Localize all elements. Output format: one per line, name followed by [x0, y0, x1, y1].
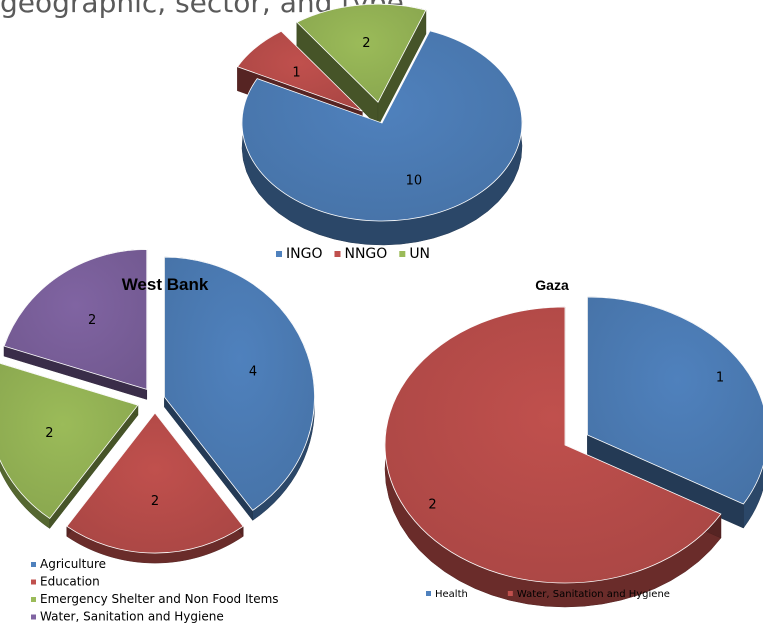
legend-item-agriculture: Agriculture — [31, 557, 106, 571]
data-label-nngo: 1 — [292, 65, 300, 80]
legend: Agriculture Education Emergency Shelter an… — [31, 557, 279, 624]
legend-item-water-sanitation-and-hygiene: Water, Sanitation and Hygiene — [507, 589, 670, 600]
legend-item-health: Health — [426, 589, 468, 600]
data-label-emergency-shelter-and-non-food-items: 2 — [45, 426, 53, 441]
data-label-agriculture: 4 — [249, 364, 257, 379]
pie-chart-3: 1 2 Gaza Health Water, Sanitation and Hygien… — [384, 277, 763, 608]
legend-swatch — [31, 562, 36, 567]
pie-slice-education — [66, 412, 244, 554]
legend-label: Water, Sanitation and Hygiene — [517, 589, 670, 600]
legend-label: Health — [435, 589, 468, 600]
legend-swatch — [31, 597, 36, 602]
legend-label: Agriculture — [40, 557, 106, 571]
legend-swatch — [426, 591, 431, 596]
legend-item-emergency-shelter-and-non-food-items: Emergency Shelter and Non Food Items — [31, 592, 279, 606]
chart-title: West Bank — [122, 275, 209, 294]
header-text: geographic, sector, and type — [0, 0, 404, 19]
data-label-health: 1 — [716, 370, 724, 385]
pie-slice-nngo — [236, 30, 363, 112]
data-label-water-sanitation-and-hygiene: 2 — [428, 498, 436, 513]
legend-swatch — [399, 251, 406, 257]
pie-slice-ingo — [241, 30, 523, 222]
pie-slice-emergency-shelter-and-non-food-items — [0, 362, 139, 519]
pie-slice-water-sanitation-and-hygiene — [384, 306, 722, 584]
legend-item-education: Education — [31, 575, 100, 589]
chart-title: Gaza — [535, 277, 569, 293]
legend-swatch — [31, 614, 36, 620]
legend-label: Education — [40, 575, 100, 589]
legend-swatch — [507, 591, 513, 596]
legend-label: Emergency Shelter and Non Food Items — [40, 592, 279, 606]
data-label-water-sanitation-and-hygiene: 2 — [88, 313, 96, 328]
pie-chart-2: 4 2 2 2 West Bank Agriculture Education Emergen… — [0, 249, 315, 624]
data-label-education: 2 — [151, 494, 159, 509]
pie-slice-water-sanitation-and-hygiene — [3, 249, 148, 390]
pie-slice-health — [587, 296, 763, 505]
pie-chart-1: 10 1 2 INGO NNGO UN — [236, 3, 523, 262]
legend-item-water-sanitation-and-hygiene: Water, Sanitation and Hygiene — [31, 610, 224, 624]
legend-swatch — [276, 251, 282, 257]
legend-label: INGO — [286, 246, 322, 262]
data-label-un: 2 — [362, 36, 370, 51]
legend: Health Water, Sanitation and Hygiene — [426, 589, 670, 600]
legend-item-ingo: INGO — [276, 246, 322, 262]
legend-label: UN — [409, 246, 430, 262]
legend-item-un: UN — [399, 246, 430, 262]
pie-slice-un — [296, 3, 427, 103]
legend: INGO NNGO UN — [276, 246, 430, 262]
legend-swatch — [31, 579, 36, 585]
legend-swatch — [334, 251, 341, 257]
legend-label: Water, Sanitation and Hygiene — [40, 610, 224, 624]
pie-slice-agriculture — [164, 256, 315, 511]
data-label-ingo: 10 — [406, 174, 423, 189]
legend-item-nngo: NNGO — [334, 246, 387, 262]
legend-label: NNGO — [344, 246, 387, 262]
